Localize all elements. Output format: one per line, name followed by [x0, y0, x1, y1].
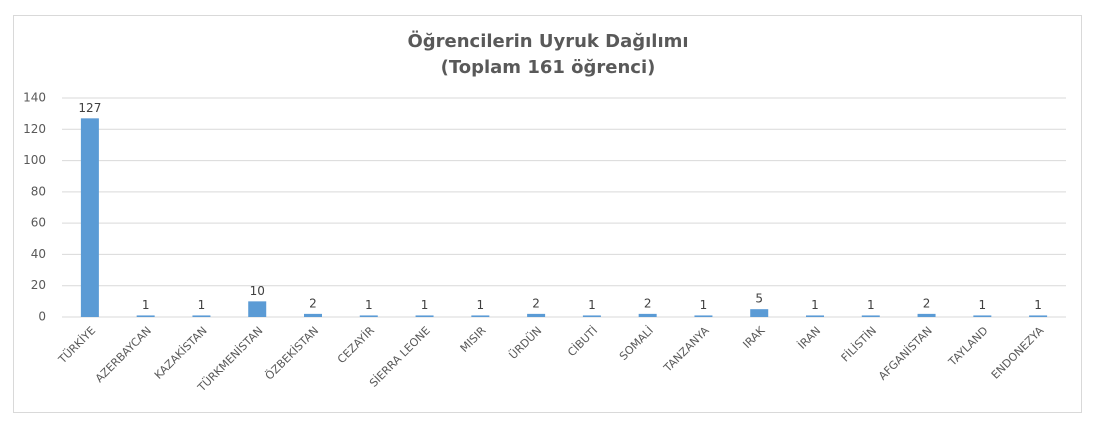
data-label: 1 — [142, 298, 150, 312]
bar — [359, 315, 378, 317]
chart-title: Öğrencilerin Uyruk Dağılımı — [407, 30, 688, 52]
bar — [471, 315, 490, 317]
data-label: 1 — [198, 298, 206, 312]
chart-frame — [13, 15, 1082, 413]
data-label: 1 — [421, 298, 429, 312]
y-tick-label: 120 — [23, 122, 46, 136]
y-tick-label: 140 — [23, 91, 46, 105]
data-label: 1 — [1034, 298, 1042, 312]
data-label: 1 — [700, 298, 708, 312]
data-label: 127 — [78, 101, 101, 115]
bar — [973, 315, 992, 317]
data-label: 2 — [644, 296, 652, 310]
data-label: 2 — [923, 296, 931, 310]
bar — [750, 309, 769, 317]
y-tick-label: 60 — [31, 216, 46, 230]
data-label: 1 — [979, 298, 987, 312]
data-label: 10 — [250, 284, 265, 298]
data-label: 1 — [811, 298, 819, 312]
data-label: 1 — [588, 298, 596, 312]
y-tick-label: 80 — [31, 184, 46, 198]
bar — [861, 315, 880, 317]
y-tick-label: 40 — [31, 247, 46, 261]
y-tick-label: 20 — [31, 278, 46, 292]
bar — [248, 301, 267, 317]
bar — [917, 313, 936, 317]
y-tick-label: 0 — [38, 310, 46, 324]
bar — [304, 313, 322, 317]
bar — [527, 313, 546, 317]
y-tick-label: 100 — [23, 153, 46, 167]
data-label: 1 — [477, 298, 485, 312]
bar — [806, 315, 824, 317]
chart-subtitle: (Toplam 161 öğrenci) — [441, 57, 656, 78]
data-label: 2 — [309, 296, 317, 310]
data-label: 5 — [755, 292, 763, 306]
bar — [80, 118, 99, 317]
bar — [582, 315, 601, 317]
data-label: 2 — [532, 296, 540, 310]
data-label: 1 — [867, 298, 875, 312]
bar — [638, 313, 657, 317]
bar — [192, 315, 211, 317]
data-label: 1 — [365, 298, 373, 312]
bar — [136, 315, 155, 317]
bar — [415, 315, 434, 317]
bar — [694, 315, 713, 317]
bar — [1029, 315, 1048, 317]
